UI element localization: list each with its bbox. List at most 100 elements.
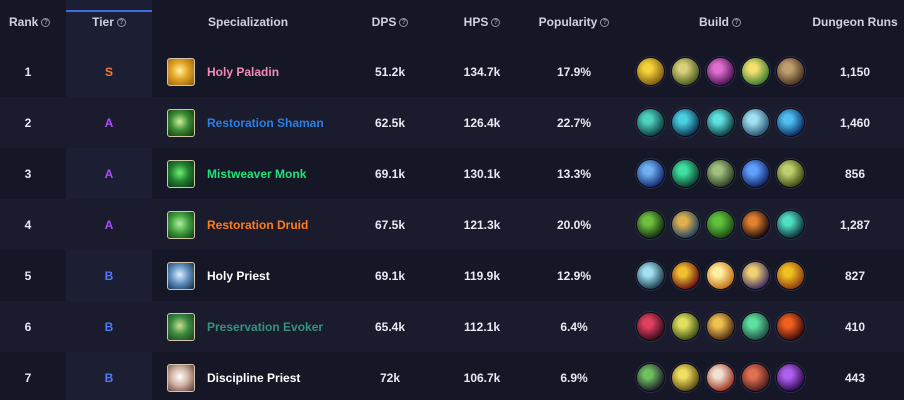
table-row[interactable]: 4 A Restoration Druid 67.5k 121.3k 20.0% 1,287 [0, 199, 904, 250]
popularity-value: 13.3% [556, 166, 592, 181]
dungeon-runs-value: 1,460 [839, 115, 871, 130]
penance-icon[interactable] [706, 363, 735, 392]
help-icon[interactable]: ? [732, 17, 741, 27]
specialization-name[interactable]: Preservation Evoker [207, 319, 324, 334]
rank-value: 6 [24, 319, 32, 334]
help-icon[interactable]: ? [600, 17, 610, 27]
crescent-moon-icon[interactable] [741, 261, 770, 290]
amber-eye-icon[interactable] [776, 312, 805, 341]
build-cell [636, 250, 805, 301]
popularity-value: 17.9% [556, 64, 592, 79]
swift-leaf-icon[interactable] [776, 210, 805, 239]
dps-value: 69.1k [374, 268, 406, 283]
header-specialization[interactable]: Specialization [208, 0, 288, 44]
rank-value: 5 [24, 268, 32, 283]
header-dungeon-runs[interactable]: Dungeon Runs [806, 0, 904, 44]
void-tendril-icon[interactable] [776, 363, 805, 392]
build-cell [636, 97, 805, 148]
golden-rays-icon[interactable] [636, 57, 665, 86]
table-row[interactable]: 7 B Discipline Priest 72k 106.7k 6.9% 443 [0, 352, 904, 400]
popularity-cell: 6.9% [524, 352, 624, 400]
help-icon[interactable]: ? [116, 17, 126, 27]
pink-seal-icon[interactable] [706, 57, 735, 86]
specialization-name[interactable]: Discipline Priest [207, 370, 301, 385]
dungeon-runs-value: 1,287 [839, 217, 871, 232]
header-tier[interactable]: Tier? [66, 0, 152, 44]
jade-mist-icon[interactable] [671, 159, 700, 188]
frost-burst-icon[interactable] [706, 108, 735, 137]
specialization-cell[interactable]: Holy Priest [167, 250, 270, 301]
dps-value: 51.2k [374, 64, 406, 79]
header-dps[interactable]: DPS? [340, 0, 440, 44]
tier-cell: B [66, 301, 152, 352]
monk-scroll-icon[interactable] [706, 159, 735, 188]
blossom-icon[interactable] [671, 210, 700, 239]
divine-sigil-icon[interactable] [636, 261, 665, 290]
dragon-rune-icon [167, 312, 195, 341]
shadow-fiend-icon[interactable] [741, 363, 770, 392]
build-cell [636, 301, 805, 352]
water-spout-icon[interactable] [671, 108, 700, 137]
header-rank-label: Rank [9, 15, 39, 29]
water-elemental-icon[interactable] [741, 108, 770, 137]
header-dungeon-runs-label: Dungeon Runs [812, 15, 898, 29]
chi-burst-icon[interactable] [636, 159, 665, 188]
lightning-beam-icon[interactable] [741, 159, 770, 188]
specialization-name[interactable]: Holy Priest [207, 268, 270, 283]
radiant-bloom-icon[interactable] [776, 261, 805, 290]
table-row[interactable]: 5 B Holy Priest 69.1k 119.9k 12.9% 827 [0, 250, 904, 301]
specialization-cell[interactable]: Preservation Evoker [167, 301, 323, 352]
header-popularity[interactable]: Popularity? [524, 0, 624, 44]
radiant-figure-icon[interactable] [671, 363, 700, 392]
tidal-wave-icon[interactable] [636, 108, 665, 137]
rank-value: 2 [24, 115, 32, 130]
tea-brew-icon[interactable] [776, 159, 805, 188]
angel-spirit-icon [167, 261, 195, 290]
golden-egg-icon[interactable] [706, 312, 735, 341]
vine-swirl-icon[interactable] [636, 210, 665, 239]
dark-claw-icon[interactable] [741, 210, 770, 239]
rank-value: 4 [24, 217, 32, 232]
dps-cell: 67.5k [340, 199, 440, 250]
winged-light-icon[interactable] [671, 57, 700, 86]
specialization-name[interactable]: Mistweaver Monk [207, 166, 307, 181]
specialization-name[interactable]: Restoration Druid [207, 217, 309, 232]
tier-badge: S [104, 64, 113, 79]
hps-cell: 106.7k [432, 352, 532, 400]
header-rank[interactable]: Rank? [9, 0, 51, 44]
holy-flame-icon[interactable] [706, 261, 735, 290]
sunburst-icon[interactable] [741, 57, 770, 86]
shadow-spike-icon[interactable] [636, 363, 665, 392]
specialization-cell[interactable]: Discipline Priest [167, 352, 300, 400]
seed-pod-icon[interactable] [706, 210, 735, 239]
help-icon[interactable]: ? [41, 17, 51, 27]
build-cell [636, 352, 805, 400]
hps-cell: 119.9k [432, 250, 532, 301]
specialization-cell[interactable]: Holy Paladin [167, 46, 279, 97]
talent-build [636, 159, 805, 188]
talent-build [636, 57, 805, 86]
table-row[interactable]: 3 A Mistweaver Monk 69.1k 130.1k 13.3% 856 [0, 148, 904, 199]
dps-cell: 62.5k [340, 97, 440, 148]
sacred-circle-icon[interactable] [671, 261, 700, 290]
specialization-name[interactable]: Holy Paladin [207, 64, 280, 79]
time-ring-icon[interactable] [671, 312, 700, 341]
jade-serpent-icon [167, 159, 195, 188]
specialization-cell[interactable]: Mistweaver Monk [167, 148, 306, 199]
dragon-claw-icon[interactable] [636, 312, 665, 341]
table-row[interactable]: 1 S Holy Paladin 51.2k 134.7k 17.9% 1,150 [0, 46, 904, 97]
table-row[interactable]: 6 B Preservation Evoker 65.4k 112.1k 6.4% 410 [0, 301, 904, 352]
specialization-cell[interactable]: Restoration Shaman [167, 97, 324, 148]
tidal-spiral-icon[interactable] [776, 108, 805, 137]
table-row[interactable]: 2 A Restoration Shaman 62.5k 126.4k 22.7% 1,46… [0, 97, 904, 148]
paladin-helm-icon[interactable] [776, 57, 805, 86]
help-icon[interactable]: ? [491, 17, 501, 27]
emerald-breath-icon[interactable] [741, 312, 770, 341]
specialization-cell[interactable]: Restoration Druid [167, 199, 308, 250]
header-hps[interactable]: HPS? [432, 0, 532, 44]
specialization-name[interactable]: Restoration Shaman [207, 115, 324, 130]
header-build[interactable]: Build? [636, 0, 804, 44]
help-icon[interactable]: ? [399, 17, 409, 27]
talent-build [636, 312, 805, 341]
table-header: Rank? Tier? Specialization DPS? HPS? Pop… [0, 0, 904, 44]
